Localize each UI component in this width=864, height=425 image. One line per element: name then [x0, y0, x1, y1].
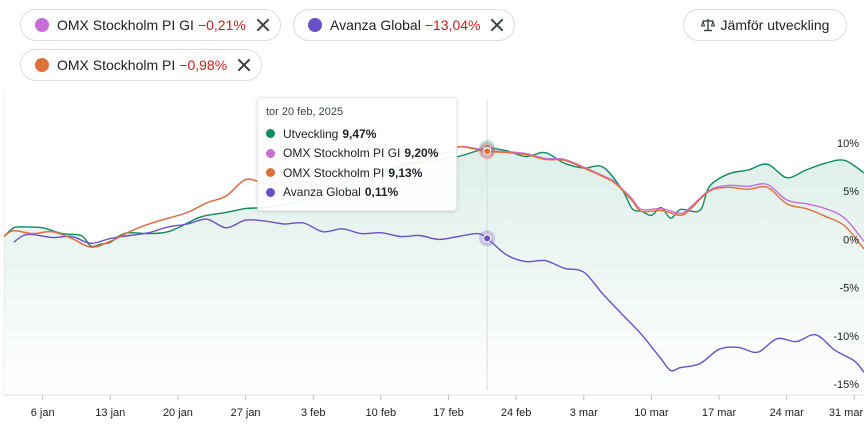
series-color-dot [35, 58, 49, 72]
y-tick-label: 0% [843, 234, 859, 246]
tooltip-series-name: Utveckling [283, 126, 339, 141]
chip-label: Avanza Global [330, 17, 421, 33]
y-tick-label: -10% [833, 331, 859, 343]
series-color-dot [266, 129, 275, 139]
tooltip-series-value: 9,20% [404, 146, 439, 161]
x-tick-label: 13 jan [95, 407, 125, 419]
series-color-dot [35, 18, 49, 32]
x-tick-label: 10 mar [634, 407, 669, 419]
tooltip-series-name: OMX Stockholm PI GI [283, 146, 401, 161]
x-tick-label: 24 feb [501, 407, 532, 419]
x-tick-label: 24 mar [770, 407, 805, 419]
tooltip-row: Avanza Global 0,11% [266, 183, 448, 203]
tooltip-row: OMX Stockholm PI GI 9,20% [266, 144, 448, 164]
scale-icon [700, 19, 715, 32]
tooltip-row: Utveckling 9,47% [266, 124, 448, 144]
series-color-dot [266, 168, 275, 178]
hover-marker-omx-stockholm-pi [483, 147, 492, 156]
series-color-dot [266, 187, 275, 197]
x-tick-label: 10 feb [366, 407, 397, 419]
chip-label: OMX Stockholm PI [57, 57, 176, 73]
chip-omx-pi-gi[interactable]: OMX Stockholm PI GI −0,21% [20, 9, 281, 41]
x-tick-label: 3 mar [570, 407, 598, 419]
x-tick-label: 17 mar [702, 407, 737, 419]
x-tick-label: 3 feb [301, 407, 325, 419]
x-tick-label: 31 mar [829, 407, 864, 419]
hover-tooltip: tor 20 feb, 2025 Utveckling 9,47% OMX St… [257, 97, 457, 211]
hover-marker-avanza-global [483, 234, 492, 243]
tooltip-row: OMX Stockholm PI 9,13% [266, 163, 448, 183]
chip-avanza-global[interactable]: Avanza Global −13,04% [293, 9, 516, 41]
x-tick-label: 6 jan [31, 407, 55, 419]
y-tick-label: -15% [833, 379, 859, 391]
compare-performance-button[interactable]: Jämför utveckling [683, 9, 847, 41]
chip-label: OMX Stockholm PI GI [57, 17, 194, 33]
chip-change: −13,04% [424, 17, 481, 33]
y-tick-label: 10% [837, 138, 859, 150]
tooltip-series-value: 9,47% [342, 126, 377, 141]
chip-change: −0,98% [179, 57, 228, 73]
tooltip-series-value: 0,11% [364, 185, 399, 200]
tooltip-series-value: 9,13% [388, 165, 423, 180]
series-color-dot [266, 148, 275, 158]
y-tick-label: -5% [839, 283, 859, 295]
chip-omx-pi[interactable]: OMX Stockholm PI −0,98% [20, 49, 263, 81]
x-tick-label: 27 jan [231, 407, 261, 419]
x-tick-label: 20 jan [163, 407, 193, 419]
series-color-dot [308, 18, 322, 32]
tooltip-series-name: Avanza Global [283, 185, 361, 200]
chip-change: −0,21% [197, 17, 246, 33]
y-tick-label: 5% [843, 186, 859, 198]
series-area-utveckling [4, 148, 864, 395]
tooltip-series-name: OMX Stockholm PI [283, 165, 385, 180]
compare-button-label: Jämför utveckling [720, 17, 830, 33]
tooltip-date: tor 20 feb, 2025 [266, 106, 344, 118]
series-line-avanza-global [13, 218, 864, 373]
series-line-omx-stockholm-pi [3, 146, 864, 250]
x-tick-label: 17 feb [433, 407, 464, 419]
